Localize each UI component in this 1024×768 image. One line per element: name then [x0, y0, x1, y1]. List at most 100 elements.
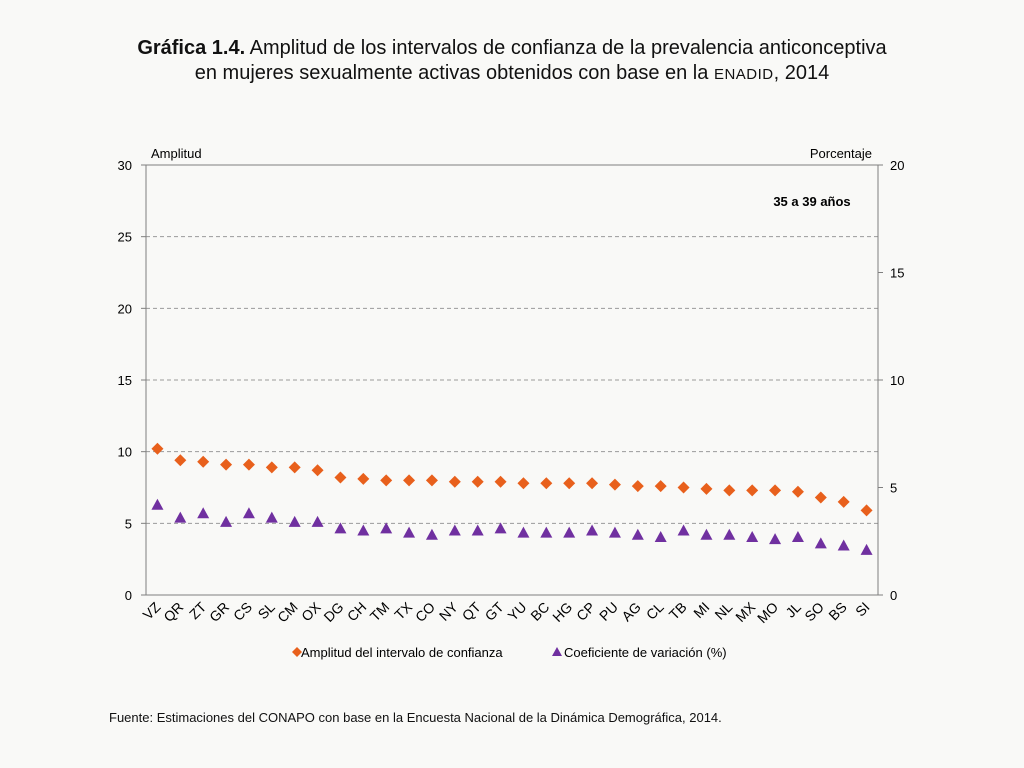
triangle-point [288, 515, 301, 527]
x-category-label: CP [573, 599, 598, 624]
diamond-point [380, 474, 393, 487]
x-category-label: SO [801, 599, 827, 625]
triangle-point [517, 526, 530, 538]
chart-title: Gráfica 1.4. Amplitud de los intervalos … [0, 36, 1024, 87]
diamond-point [220, 458, 233, 471]
x-category-label: OX [298, 598, 324, 624]
triangle-point [860, 543, 873, 555]
x-category-label: QT [459, 598, 484, 623]
x-category-label: GR [206, 599, 232, 625]
y-right-axis-label: Porcentaje [810, 146, 872, 161]
x-category-label: MO [754, 599, 781, 626]
triangle-point [471, 524, 484, 536]
diamond-point [791, 485, 804, 498]
triangle-point [677, 524, 690, 536]
y-right-tick-label: 20 [890, 158, 904, 173]
x-category-label: MX [732, 598, 759, 625]
x-category-label: AG [618, 599, 644, 625]
diamond-point [425, 474, 438, 487]
title-survey-acronym: ENADID [713, 66, 774, 83]
y-left-tick-label: 20 [118, 301, 132, 316]
y-left-tick-label: 0 [125, 588, 132, 603]
triangle-point [837, 539, 850, 551]
diamond-point [357, 472, 370, 485]
diamond-point [288, 461, 301, 474]
diamond-point [242, 458, 255, 471]
triangle-point [586, 524, 599, 536]
y-right-tick-label: 5 [890, 481, 897, 496]
triangle-point [654, 530, 667, 542]
legend-label-coeficiente: Coeficiente de variación (%) [564, 645, 727, 660]
x-category-label: YU [504, 599, 529, 624]
age-group-annotation: 35 a 39 años [773, 194, 850, 209]
diamond-point [860, 504, 873, 517]
triangle-point [425, 528, 438, 540]
triangle-point [494, 522, 507, 534]
diamond-point [814, 491, 827, 504]
legend-diamond-marker [292, 647, 302, 657]
y-right-tick-label: 10 [890, 373, 904, 388]
diamond-point [517, 477, 530, 490]
triangle-point [334, 522, 347, 534]
x-category-label: MI [690, 599, 712, 621]
triangle-point [197, 507, 210, 519]
title-text-2: en mujeres sexualmente activas obtenidos… [194, 62, 709, 84]
x-category-label: ZT [186, 598, 210, 622]
diamond-point [174, 454, 187, 467]
triangle-point [769, 533, 782, 545]
triangle-point [357, 524, 370, 536]
triangle-point [403, 526, 416, 538]
diamond-point [448, 475, 461, 488]
diamond-point [334, 471, 347, 484]
diamond-point [608, 478, 621, 491]
x-category-label: PU [596, 599, 621, 624]
title-year: , 2014 [773, 62, 830, 84]
x-category-label: CS [230, 599, 255, 624]
y-left-tick-label: 30 [118, 158, 132, 173]
diamond-point [403, 474, 416, 487]
series-amplitud [151, 442, 873, 517]
y-left-axis-label: Amplitud [151, 146, 202, 161]
triangle-point [380, 522, 393, 534]
diamond-point [769, 484, 782, 497]
diamond-point [265, 461, 278, 474]
diamond-point [631, 480, 644, 493]
x-category-label: QR [160, 599, 186, 625]
triangle-point [265, 511, 278, 523]
legend: Amplitud del intervalo de confianza Coef… [292, 645, 727, 660]
x-category-label: NL [711, 599, 735, 623]
diamond-point [197, 455, 210, 468]
diamond-point [723, 484, 736, 497]
x-category-label: TX [391, 598, 415, 622]
triangle-point [540, 526, 553, 538]
axes [141, 164, 883, 596]
y-left-tick-label: 10 [118, 445, 132, 460]
diamond-point [700, 482, 713, 495]
tick-labels: 0 5 10 15 20 25 30 0 5 10 15 20 [118, 158, 905, 603]
legend-label-amplitud: Amplitud del intervalo de confianza [301, 645, 503, 660]
title-figure-number: Gráfica 1.4. [137, 37, 246, 59]
diamond-point [654, 480, 667, 493]
title-text-1: Amplitud de los intervalos de confianza … [249, 37, 887, 59]
x-category-label: TM [367, 599, 393, 625]
title-line-1: Gráfica 1.4. Amplitud de los intervalos … [0, 36, 1024, 61]
title-line-2: en mujeres sexualmente activas obtenidos… [0, 61, 1024, 87]
x-category-label: TB [666, 599, 690, 623]
x-category-label: CH [344, 599, 370, 625]
y-right-tick-label: 0 [890, 588, 897, 603]
y-left-tick-label: 25 [118, 230, 132, 245]
y-left-tick-label: 15 [118, 373, 132, 388]
legend-triangle-marker [552, 647, 562, 656]
diamond-point [494, 475, 507, 488]
diamond-point [563, 477, 576, 490]
triangle-point [723, 528, 736, 540]
diamond-point [471, 475, 484, 488]
x-category-label: VZ [140, 598, 164, 622]
gridlines [146, 236, 878, 524]
diamond-point [837, 495, 850, 508]
x-category-label: CL [643, 599, 667, 623]
triangle-point [791, 530, 804, 542]
triangle-point [700, 528, 713, 540]
